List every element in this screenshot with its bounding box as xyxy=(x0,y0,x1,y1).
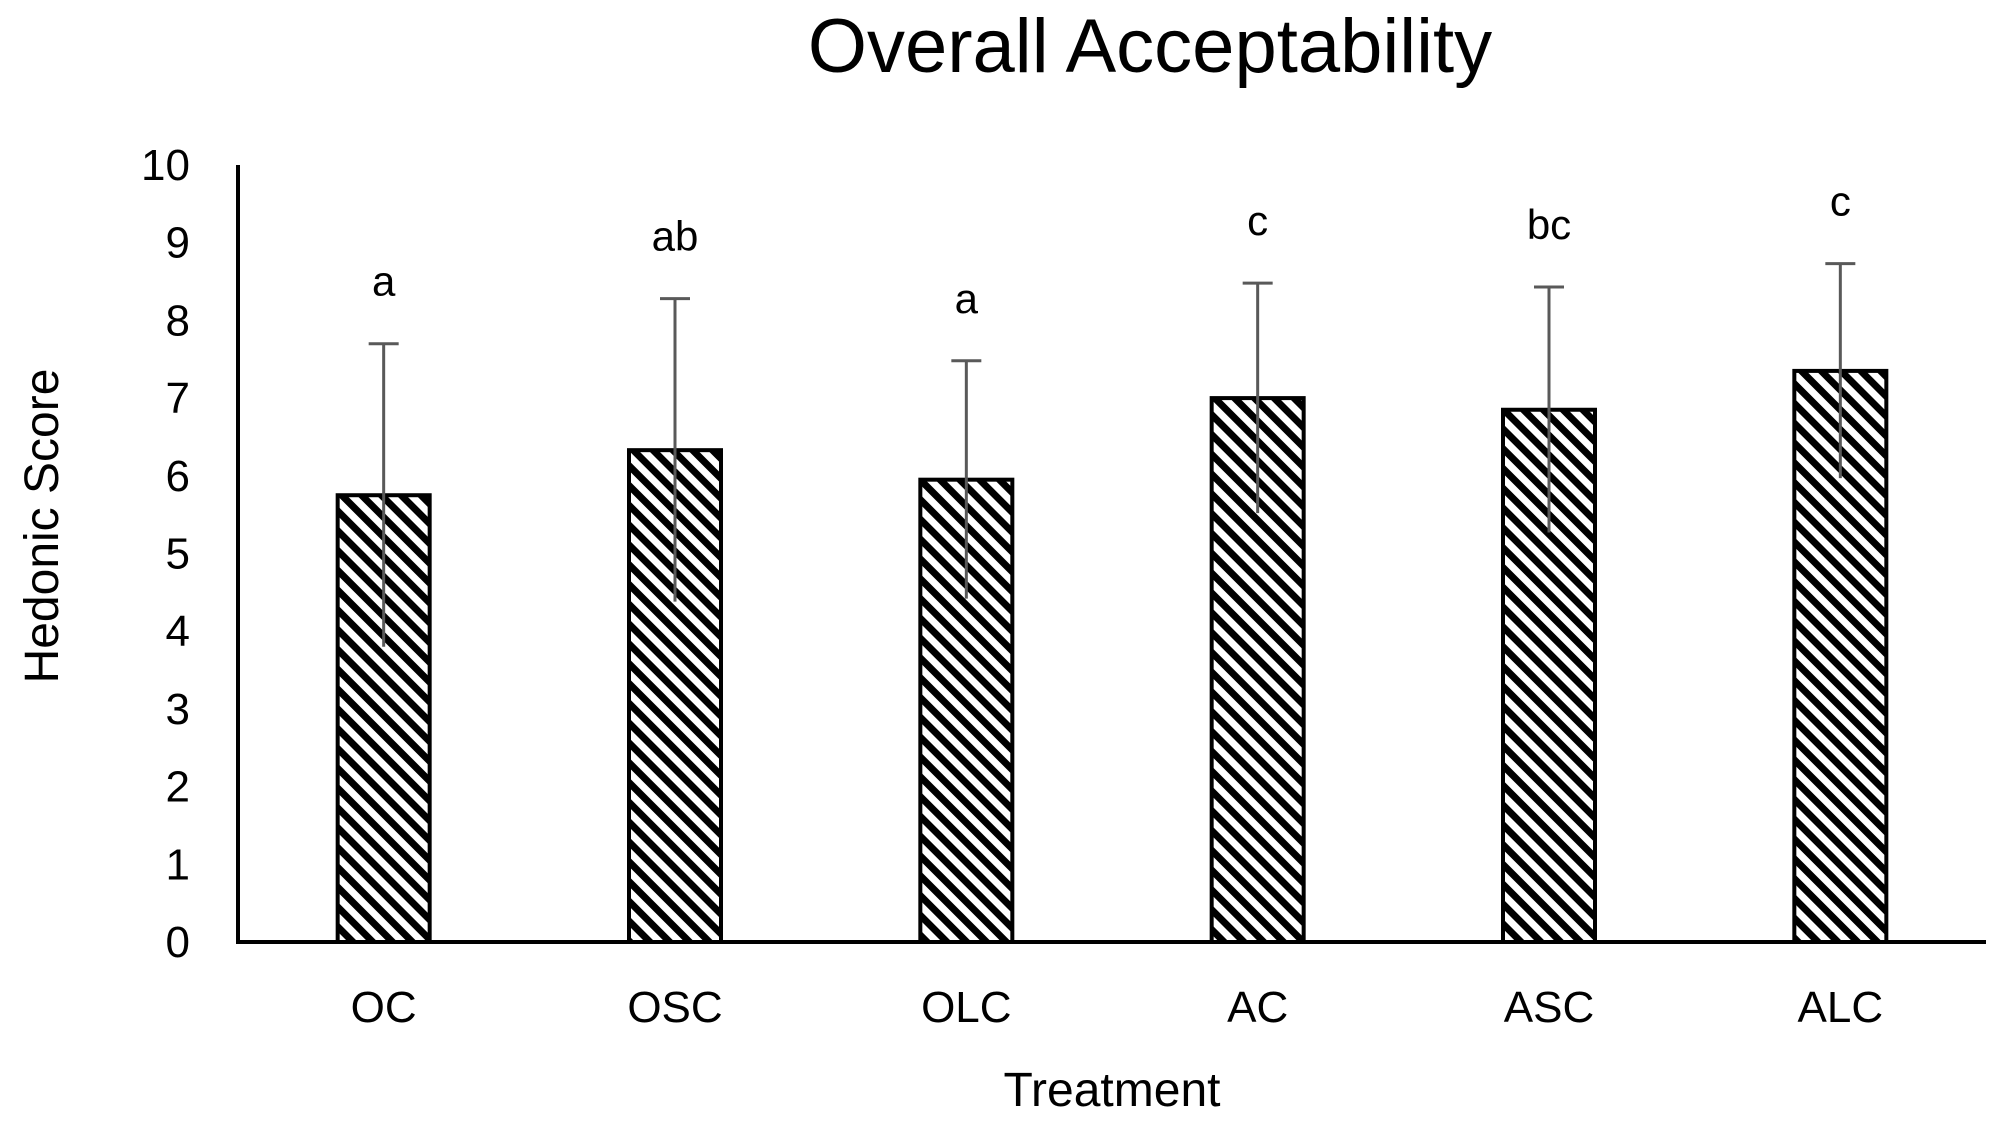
y-tick-label: 9 xyxy=(166,219,190,268)
x-tick-label: OSC xyxy=(627,983,722,1032)
bar-ac xyxy=(1209,396,1306,945)
significance-labels: a ab a c bc c xyxy=(372,178,1851,322)
chart-title: Overall Acceptability xyxy=(808,4,1492,89)
y-tick-label: 6 xyxy=(166,452,190,501)
x-axis-title: Treatment xyxy=(1004,1064,1221,1117)
y-tick-label: 0 xyxy=(166,918,190,967)
significance-label: bc xyxy=(1527,201,1571,248)
x-tick-label: ALC xyxy=(1798,983,1884,1032)
y-tick-label: 4 xyxy=(166,607,190,656)
y-tick-label: 3 xyxy=(166,685,190,734)
bars-group xyxy=(335,368,1889,945)
y-tick-label: 2 xyxy=(166,763,190,812)
significance-label: a xyxy=(955,275,979,322)
y-tick-labels: 0 1 2 3 4 5 6 7 8 9 10 xyxy=(141,141,190,967)
x-tick-label: OLC xyxy=(921,983,1011,1032)
significance-label: ab xyxy=(652,213,699,260)
y-tick-label: 7 xyxy=(166,374,190,423)
y-tick-label: 8 xyxy=(166,296,190,345)
significance-label: c xyxy=(1247,197,1268,244)
x-tick-label: ASC xyxy=(1504,983,1594,1032)
y-axis-title: Hedonic Score xyxy=(16,369,69,684)
y-tick-label: 10 xyxy=(141,141,190,190)
significance-label: a xyxy=(372,258,396,305)
y-tick-label: 1 xyxy=(166,840,190,889)
y-tick-label: 5 xyxy=(166,530,190,579)
x-tick-labels: OC OSC OLC AC ASC ALC xyxy=(351,983,1883,1032)
significance-label: c xyxy=(1830,178,1851,225)
x-tick-label: AC xyxy=(1227,983,1288,1032)
x-tick-label: OC xyxy=(351,983,417,1032)
error-bars-group xyxy=(368,262,1856,647)
